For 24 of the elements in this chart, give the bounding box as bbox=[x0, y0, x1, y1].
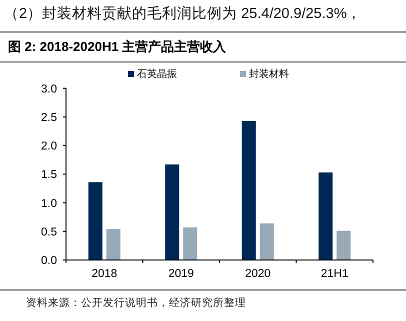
x-tick-label: 2018 bbox=[92, 268, 118, 280]
bar bbox=[318, 172, 333, 260]
bar bbox=[88, 182, 102, 260]
text: （2）封装材料贡献的毛利润比例为 25.4/20.9/25.3%， bbox=[4, 5, 362, 22]
y-tick-label: 1.5 bbox=[41, 169, 57, 182]
legend-label: 封装材料 bbox=[249, 68, 289, 80]
x-tick-label: 2019 bbox=[168, 268, 194, 280]
y-tick-label: 1.0 bbox=[41, 198, 57, 210]
bar bbox=[260, 223, 274, 260]
bar bbox=[336, 230, 351, 260]
x-tick-label: 21H1 bbox=[320, 268, 348, 280]
legend-label: 石英晶振 bbox=[137, 68, 177, 80]
y-tick-label: 3.0 bbox=[41, 83, 57, 96]
bar bbox=[165, 164, 180, 260]
x-tick-label: 2020 bbox=[245, 268, 271, 280]
bar bbox=[183, 227, 198, 260]
bar bbox=[242, 120, 256, 260]
y-tick-label: 2.0 bbox=[41, 140, 57, 153]
y-tick-label: 2.5 bbox=[41, 112, 57, 124]
bar bbox=[106, 229, 120, 260]
chart-title: 图 2: 2018-2020H1 主营产品主营收入 bbox=[8, 39, 228, 54]
y-tick-label: 0.5 bbox=[41, 226, 57, 238]
y-tick-label: 0.0 bbox=[41, 255, 57, 267]
text: 资料来源：公开发行说明书，经济研究所整理 bbox=[26, 296, 246, 309]
